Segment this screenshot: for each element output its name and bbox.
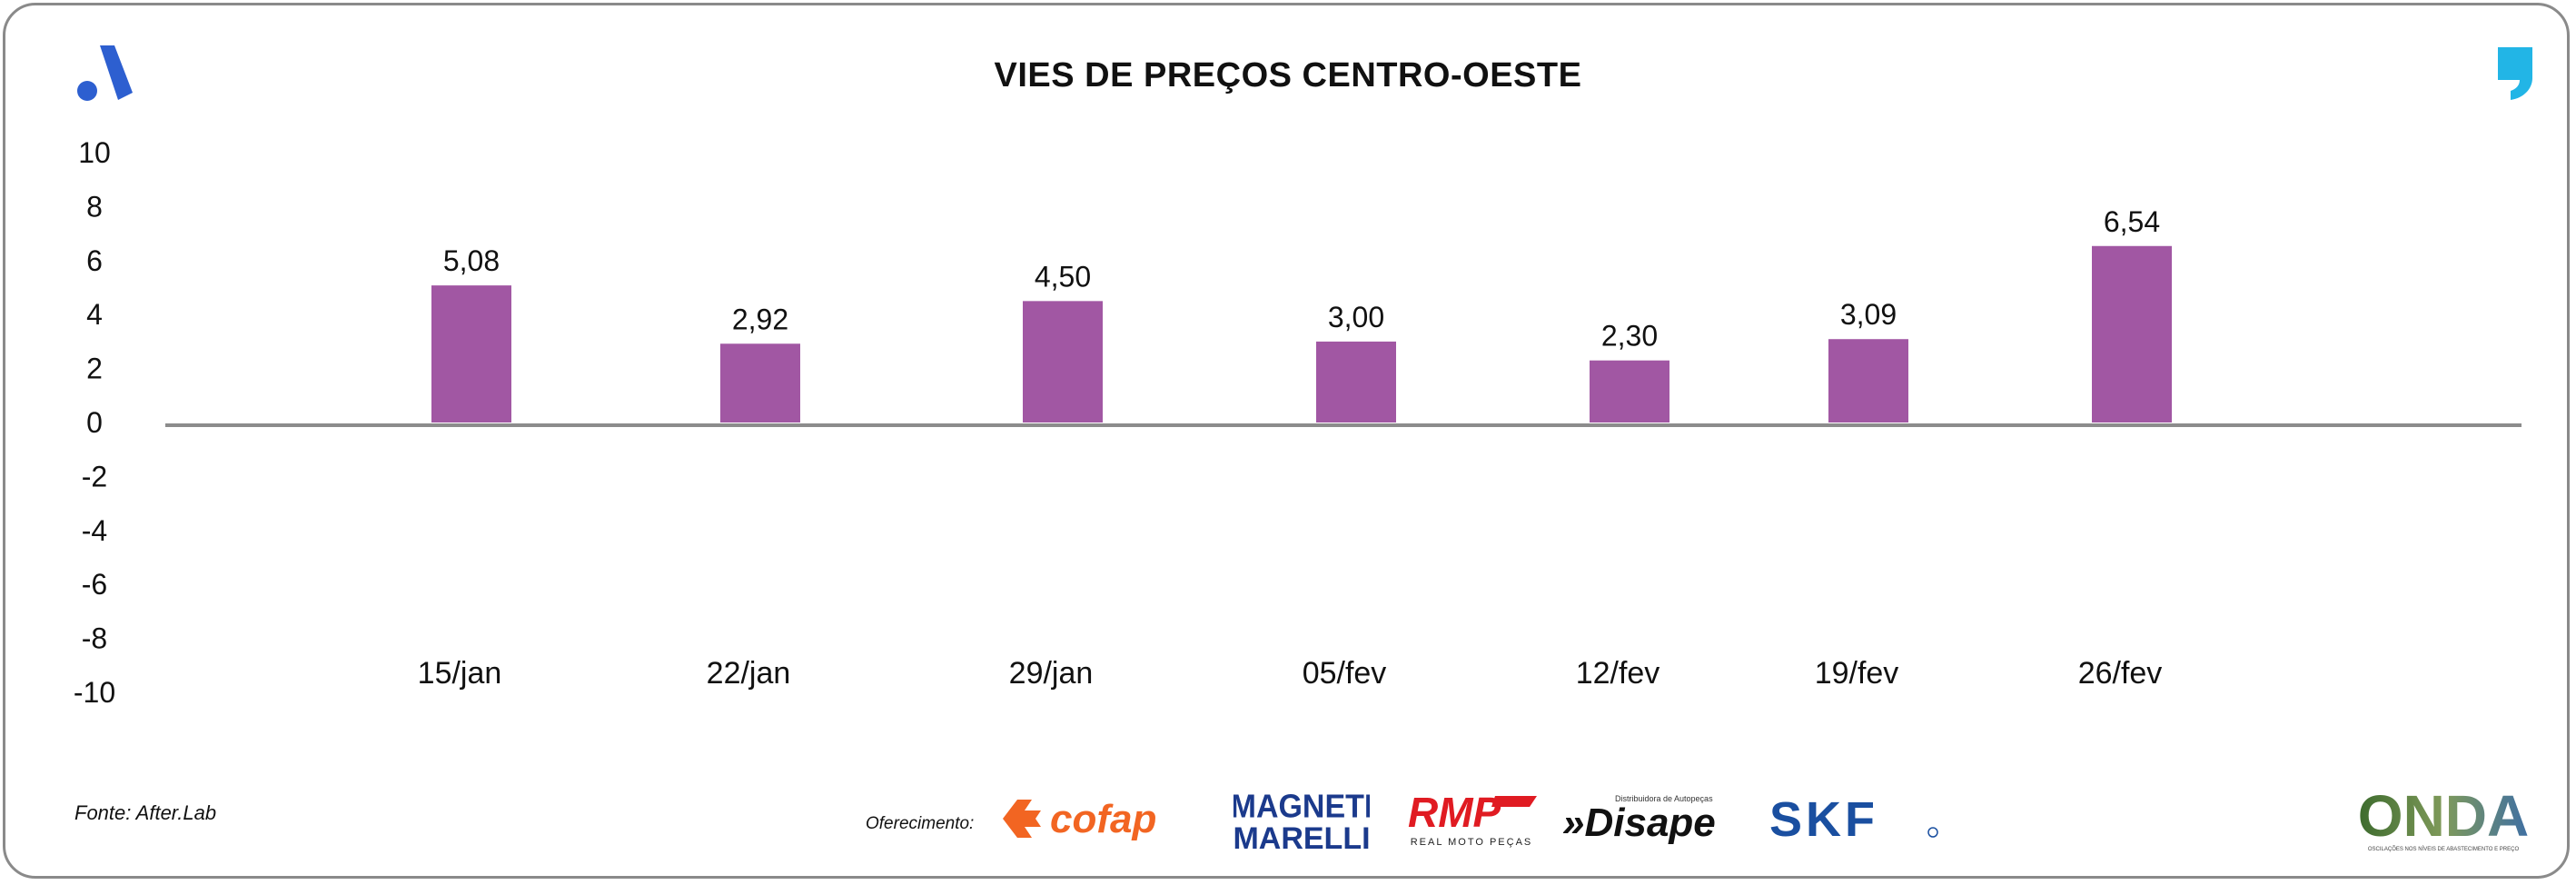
x-axis-labels: 15/jan 22/jan 29/jan 05/fev 12/fev 19/fev 26/f…: [418, 656, 2163, 691]
bar-value-label: 2,92: [732, 303, 788, 335]
bar-value-label: 5,08: [443, 244, 500, 277]
y-axis-labels: 10 8 6 4 2 0 -2 -4 -6 -8 -10: [74, 136, 115, 709]
y-tick-label: 4: [86, 298, 103, 331]
disape-logo: Distribuidora de Autopeças »Disape: [1562, 794, 1716, 845]
x-tick-label: 05/fev: [1303, 656, 1387, 691]
bar-05/fev: [1316, 341, 1396, 423]
bar-value-label: 2,30: [1601, 320, 1658, 353]
svg-text:SKF: SKF: [1769, 792, 1878, 843]
y-tick-label: 8: [86, 190, 103, 223]
y-tick-label: -8: [82, 622, 107, 655]
rmp-logo: RMP REAL MOTO PEÇAS: [1408, 789, 1537, 848]
bar-value-label: 3,09: [1840, 298, 1897, 331]
bar-26/fev: [2092, 245, 2172, 423]
bar-29/jan: [1023, 301, 1103, 423]
source-note: Fonte: After.Lab: [74, 801, 217, 824]
y-tick-label: 6: [86, 244, 103, 277]
x-tick-label: 22/jan: [707, 656, 791, 691]
sponsor-label: Oferecimento:: [866, 814, 975, 833]
magneti-marelli-logo: MAGNETI MARELLI: [1234, 789, 1370, 854]
bar-12/fev: [1590, 360, 1669, 423]
bar-value-label: 6,54: [2104, 205, 2160, 238]
y-tick-label: -4: [82, 514, 107, 547]
onda-logo: ONDA OSCILAÇÕES NOS NÍVEIS DE ABASTECIME…: [2358, 783, 2529, 852]
bar-15/jan: [431, 285, 511, 423]
y-tick-label: -10: [74, 676, 115, 709]
svg-text:Distribuidora de Autopeças: Distribuidora de Autopeças: [1615, 794, 1713, 803]
cofap-logo: cofap: [1003, 797, 1156, 841]
svg-text:cofap: cofap: [1050, 797, 1156, 841]
y-tick-label: 10: [78, 136, 111, 169]
bar-19/fev: [1828, 339, 1908, 423]
chart-title: VIES DE PREÇOS CENTRO-OESTE: [994, 56, 1582, 94]
y-tick-label: -2: [82, 460, 107, 492]
x-tick-label: 29/jan: [1009, 656, 1094, 691]
bar-value-label: 3,00: [1328, 301, 1384, 333]
x-tick-label: 19/fev: [1815, 656, 1899, 691]
x-tick-label: 26/fev: [2078, 656, 2163, 691]
afterlab-logo-icon: [77, 45, 133, 101]
bar-22/jan: [720, 343, 800, 423]
bar-value-label: 4,50: [1035, 260, 1091, 293]
bar-value-labels: 5,08 2,92 4,50 3,00 2,30 3,09 6,54: [443, 205, 2160, 353]
y-tick-label: 2: [86, 353, 103, 385]
x-tick-label: 12/fev: [1576, 656, 1660, 691]
x-tick-label: 15/jan: [418, 656, 502, 691]
svg-text:ONDA: ONDA: [2358, 783, 2529, 849]
svg-text:MARELLI: MARELLI: [1234, 821, 1370, 854]
bars: [431, 245, 2172, 423]
svg-text:»Disape: »Disape: [1562, 800, 1716, 845]
skf-logo: SKF: [1769, 792, 1938, 843]
quote-mark-icon: [2498, 47, 2532, 100]
svg-text:MAGNETI: MAGNETI: [1234, 789, 1370, 825]
svg-text:RMP: RMP: [1408, 789, 1501, 836]
y-tick-label: -6: [82, 568, 107, 601]
y-tick-label: 0: [86, 406, 103, 439]
chart-frame: [3, 3, 2570, 879]
svg-text:OSCILAÇÕES NOS NÍVEIS DE ABAST: OSCILAÇÕES NOS NÍVEIS DE ABASTECIMENTO E…: [2368, 846, 2520, 852]
svg-text:REAL MOTO PEÇAS: REAL MOTO PEÇAS: [1411, 837, 1533, 848]
